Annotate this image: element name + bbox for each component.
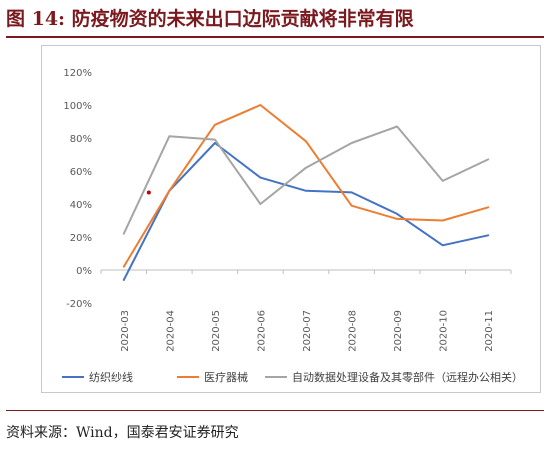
y-tick-label: 20%	[70, 233, 92, 244]
legend-label-1: 医疗器械	[204, 370, 248, 384]
legend-label-0: 纺织纱线	[89, 370, 133, 384]
y-tick-label: 0%	[76, 266, 92, 277]
x-tick-label: 2020-03	[120, 310, 131, 352]
x-tick-label: 2020-07	[302, 310, 313, 352]
y-tick-label: 80%	[70, 134, 92, 145]
chart-frame	[41, 45, 541, 393]
series-line-2	[122, 125, 490, 235]
legend: 纺织纱线 医疗器械 自动数据处理设备及其零部件（远程办公相关）	[62, 370, 523, 384]
y-axis: -20% 0% 20% 40% 60% 80% 100% 120%	[63, 68, 92, 310]
x-tick-label: 2020-08	[348, 310, 359, 352]
series-layer	[122, 104, 490, 281]
y-tick-label: 60%	[70, 167, 92, 178]
x-tick-label: 2020-06	[256, 310, 267, 352]
title-rule	[6, 36, 544, 38]
bottom-rule	[6, 410, 544, 411]
x-tick-label: 2020-04	[165, 310, 176, 352]
legend-label-2: 自动数据处理设备及其零部件（远程办公相关）	[292, 370, 523, 384]
x-tick-label: 2020-09	[393, 310, 404, 352]
y-tick-label: 100%	[63, 101, 92, 112]
series-line-0	[122, 142, 490, 281]
x-tick-label: 2020-10	[439, 310, 450, 352]
series-line-1	[122, 104, 490, 268]
x-tick-label: 2020-11	[484, 310, 495, 352]
source-note: 资料来源：Wind，国泰君安证券研究	[6, 425, 239, 441]
figure-title: 图 14: 防疫物资的未来出口边际贡献将非常有限	[6, 8, 414, 30]
y-tick-label: 40%	[70, 200, 92, 211]
annotation-dot	[146, 190, 151, 195]
y-tick-label: 120%	[63, 68, 92, 79]
x-tick-label: 2020-05	[211, 310, 222, 352]
y-tick-label: -20%	[66, 299, 92, 310]
x-axis: 2020-03 2020-04 2020-05 2020-06 2020-07 2020-…	[100, 270, 512, 352]
annotation-layer	[146, 190, 151, 195]
